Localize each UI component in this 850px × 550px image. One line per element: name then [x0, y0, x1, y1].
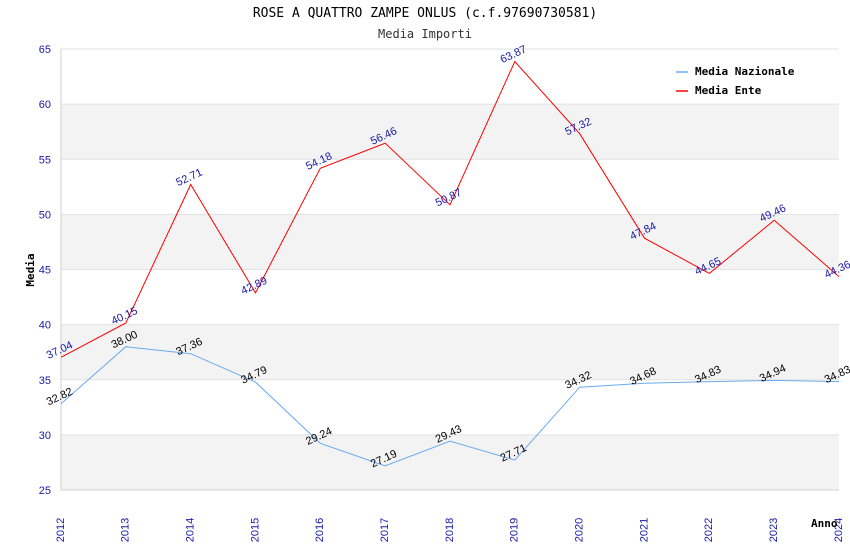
- y-tick-label: 60: [39, 99, 51, 111]
- x-tick-label: 2013: [120, 518, 132, 542]
- series-lines: [60, 60, 840, 467]
- x-tick-label: 2016: [314, 518, 326, 542]
- grid-band: [61, 214, 839, 270]
- grid-band: [61, 324, 839, 380]
- x-tick-label: 2019: [509, 518, 521, 542]
- grid-band: [61, 269, 839, 325]
- x-tick-labels: 2012 2013 2014 2015 2016 2017 2018 2019 2020 2021…: [55, 518, 845, 542]
- x-tick-label: 2023: [768, 518, 780, 542]
- series-line-ente: [60, 60, 840, 358]
- x-tick-label: 2014: [185, 518, 197, 542]
- x-tick-label: 2024: [833, 518, 845, 542]
- x-tick-label: 2012: [55, 518, 67, 542]
- y-tick-label: 30: [39, 430, 51, 442]
- x-tick-label: 2021: [638, 518, 650, 542]
- legend-label-nazionale: Media Nazionale: [695, 65, 795, 78]
- chart-title: ROSE A QUATTRO ZAMPE ONLUS (c.f.97690730…: [252, 6, 598, 21]
- axes: [60, 49, 839, 491]
- y-tick-label: 40: [39, 320, 51, 332]
- y-tick-label: 35: [39, 375, 51, 387]
- y-tick-labels: 25 30 35 40 45 50 55 60 65: [39, 44, 51, 497]
- y-tick-label: 65: [39, 44, 51, 56]
- grid-band: [61, 104, 839, 160]
- x-axis-label: Anno: [811, 517, 838, 530]
- y-tick-label: 25: [39, 485, 51, 497]
- x-tick-label: 2018: [444, 518, 456, 542]
- x-tick-label: 2022: [703, 518, 715, 542]
- legend-box: [669, 60, 809, 102]
- y-tick-label: 55: [39, 154, 51, 166]
- series-line-nazionale: [60, 346, 840, 467]
- x-tick-label: 2015: [249, 518, 261, 542]
- chart-subtitle: Media Importi: [378, 27, 472, 41]
- y-tick-label: 50: [39, 209, 51, 221]
- grid-band: [61, 434, 839, 490]
- y-axis-label: Media: [24, 253, 37, 286]
- grid-lines: [61, 48, 839, 491]
- grid-bands: [61, 49, 839, 490]
- y-tick-label: 45: [39, 265, 51, 277]
- legend-label-ente: Media Ente: [695, 84, 762, 97]
- legend: Media Nazionale Media Ente: [669, 60, 809, 102]
- x-tick-label: 2020: [574, 518, 586, 542]
- grid-band: [61, 379, 839, 435]
- x-tick-label: 2017: [379, 518, 391, 542]
